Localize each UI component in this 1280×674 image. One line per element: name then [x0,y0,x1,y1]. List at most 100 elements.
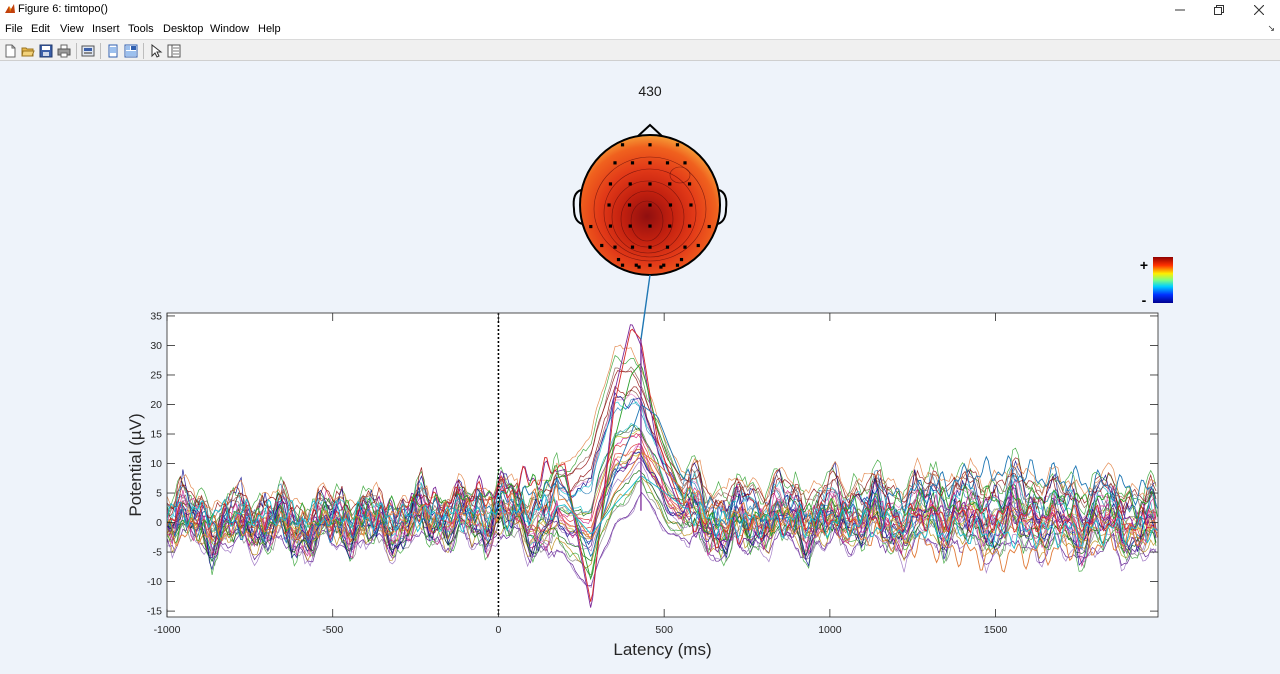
series-trace [167,324,1158,608]
channel-trace [167,492,1157,588]
electrode-marker [589,224,593,229]
open-file-icon [21,47,35,57]
menu-window[interactable]: Window [210,23,250,35]
electrode-marker [608,224,613,228]
show-plot-tools-icon [124,44,138,58]
contour-line [669,166,691,184]
electrode-marker [620,263,625,267]
electrode-marker [608,182,613,186]
electrode-marker [648,182,652,186]
show-plot-tools-button[interactable] [123,43,139,59]
toolbar-separator [143,43,144,59]
menu-file[interactable]: File [5,23,23,35]
electrode-marker [637,265,641,269]
electrode-marker [648,245,652,249]
electrode-marker [687,224,692,228]
new-figure-button[interactable] [2,43,18,59]
y-tick-label: 5 [156,488,162,500]
x-tick-label: -500 [322,624,343,636]
print-preview-icon [81,45,95,57]
electrode-marker [616,257,621,262]
electrode-marker [613,245,617,249]
electrode-marker [648,203,652,207]
menu-insert[interactable]: Insert [92,23,120,35]
menu-tools[interactable]: Tools [128,23,154,35]
contour-line [593,156,707,262]
colorbar-minus-label: - [1142,292,1147,308]
menu-desktop[interactable]: Desktop [163,23,204,35]
series-trace [167,363,1158,581]
channel-traces [167,324,1158,608]
electrode-marker [630,245,635,249]
channel-trace [167,442,1157,568]
menubar: File Edit View Insert Tools Desktop Wind… [0,20,1280,39]
close-icon [1254,5,1264,15]
contour-line [620,190,674,248]
hide-plot-tools-button[interactable] [105,43,121,59]
y-tick-label: -10 [147,576,162,588]
menu-edit[interactable]: Edit [31,23,50,35]
scalp-map [572,123,728,276]
x-tick-label: 1000 [818,624,842,636]
open-property-inspector-icon [167,44,181,58]
y-tick-label: 0 [156,517,162,529]
series-trace [167,475,1158,550]
electrode-marker [683,161,687,165]
dock-arrow-icon[interactable]: ↘ [1267,23,1275,33]
edit-plot-pointer-icon [151,44,163,58]
save-button[interactable] [38,43,54,59]
electrode-marker [665,245,670,249]
menu-help[interactable]: Help [258,23,281,35]
colorbar [1153,257,1173,303]
open-file-button[interactable] [20,43,36,59]
y-tick-label: -5 [153,547,162,559]
x-tick-label: 0 [496,624,502,636]
print-preview-button[interactable] [80,43,96,59]
electrode-marker [675,263,680,267]
electrode-marker [634,263,638,267]
restore-icon [1214,5,1224,15]
window-titlebar: Figure 6: timtopo() [0,0,1280,20]
electrode-marker [689,203,693,207]
series-trace [167,404,1158,558]
electrode-marker [679,257,684,262]
electrode-marker [630,161,635,165]
electrode-marker [662,263,666,267]
electrode-marker [668,224,672,228]
toolbar-separator [76,43,77,59]
series-trace [167,452,1158,573]
electrode-marker [648,161,652,165]
contour-line [630,200,664,242]
latency-connector-line [640,274,651,340]
channel-trace [167,344,1157,520]
electrode-marker [659,265,663,269]
save-icon [39,44,53,58]
print-icon [57,44,71,58]
restore-button[interactable] [1199,0,1239,20]
electrode-marker [668,203,673,207]
channel-trace [167,491,1157,586]
electrode-marker [600,243,604,248]
x-tick-label: -1000 [154,624,181,636]
menu-view[interactable]: View [60,23,84,35]
y-axis-label: Potential (µV) [126,413,145,516]
figure-toolbar [0,39,1280,61]
nose-outline [636,123,664,138]
electrode-marker [707,224,711,229]
print-button[interactable] [56,43,72,59]
electrode-marker [683,245,687,249]
contour-line [611,180,685,254]
y-tick-label: 20 [150,399,162,411]
property-inspector-button[interactable] [166,43,182,59]
electrode-marker [696,243,700,248]
colorbar-plus-label: + [1140,257,1148,273]
close-button[interactable] [1239,0,1279,20]
electrode-marker [648,263,652,267]
channel-trace [167,457,1157,559]
channel-trace [167,451,1157,571]
electrode-marker [648,224,652,228]
minimize-icon [1175,9,1185,11]
minimize-button[interactable] [1160,0,1200,20]
edit-plot-button[interactable] [148,43,164,59]
electrode-marker [620,143,625,147]
